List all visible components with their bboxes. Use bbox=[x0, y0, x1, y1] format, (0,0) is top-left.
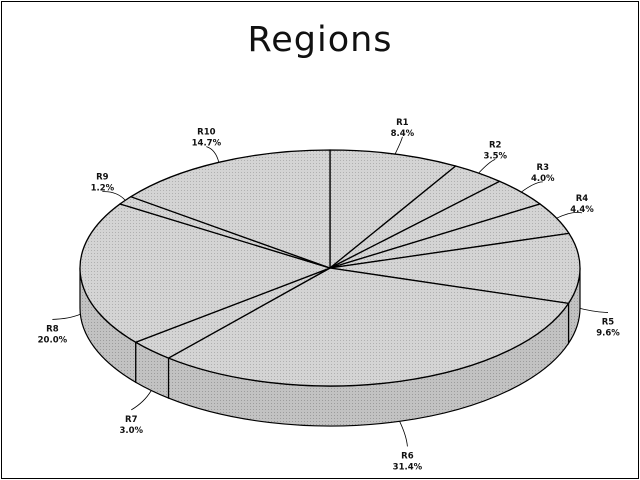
leader-line-r3 bbox=[521, 181, 543, 193]
slice-label-r10: R10 bbox=[197, 128, 215, 138]
leader-line-r5 bbox=[579, 307, 609, 313]
slice-value-r9: 1.2% bbox=[91, 184, 115, 194]
slice-value-r4: 4.4% bbox=[570, 205, 594, 215]
slice-label-r8: R8 bbox=[46, 324, 59, 334]
pie-slice-r10 bbox=[130, 149, 331, 269]
slice-label-r7: R7 bbox=[125, 415, 138, 425]
slice-label-r4: R4 bbox=[576, 194, 589, 204]
leader-line-r4 bbox=[556, 211, 583, 219]
leader-line-r1 bbox=[394, 136, 403, 155]
leader-line-r10 bbox=[206, 146, 220, 163]
slice-label-r3: R3 bbox=[537, 163, 550, 173]
slice-label-r9: R9 bbox=[96, 173, 109, 183]
pie-slice-r5 bbox=[329, 232, 581, 304]
slice-label-r1: R1 bbox=[396, 118, 409, 128]
slice-value-r1: 8.4% bbox=[391, 129, 415, 139]
slice-value-r7: 3.0% bbox=[119, 426, 143, 436]
slice-label-r6: R6 bbox=[401, 451, 414, 461]
leader-line-r8 bbox=[52, 313, 81, 320]
leader-line-r6 bbox=[399, 421, 408, 447]
slice-value-r3: 4.0% bbox=[531, 174, 555, 184]
pie-slice-r8 bbox=[79, 203, 331, 343]
slice-label-r2: R2 bbox=[489, 140, 502, 150]
leader-line-r7 bbox=[131, 390, 152, 411]
slice-value-r6: 31.4% bbox=[393, 462, 423, 472]
chart-title: Regions bbox=[247, 20, 393, 60]
slice-label-r5: R5 bbox=[602, 317, 615, 327]
pie-slice-r6 bbox=[167, 267, 570, 387]
leader-line-r9 bbox=[102, 191, 126, 201]
slice-value-r2: 3.5% bbox=[483, 151, 507, 161]
slice-value-r10: 14.7% bbox=[192, 139, 222, 149]
slice-value-r8: 20.0% bbox=[38, 335, 68, 345]
leader-line-r2 bbox=[478, 159, 496, 174]
slice-value-r5: 9.6% bbox=[596, 328, 620, 338]
